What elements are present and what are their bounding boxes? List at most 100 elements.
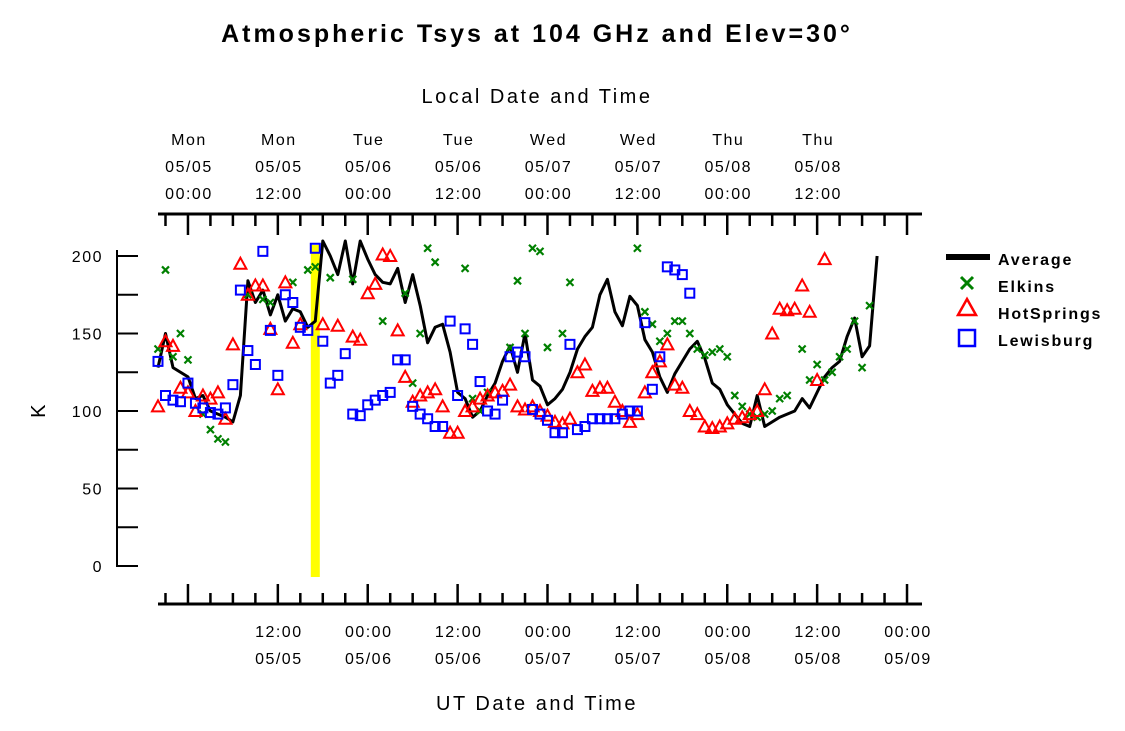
hotsprings-point	[562, 410, 578, 425]
lewisburg-point	[324, 377, 336, 389]
top-tick-date: 05/05	[255, 159, 303, 176]
lewisburg-point	[594, 413, 606, 425]
legend-hotsprings-swatch	[955, 296, 979, 317]
legend-lewisburg-label: Lewisburg	[998, 333, 1094, 350]
lewisburg-point	[174, 396, 186, 408]
top-tick-day: Thu	[802, 132, 834, 149]
elkins-point	[400, 288, 410, 298]
hotsprings-point	[352, 331, 368, 346]
hotsprings-point	[315, 316, 331, 331]
elkins-point	[513, 276, 522, 286]
elkins-point	[835, 352, 844, 362]
bottom-tick-time: 12:00	[435, 624, 483, 641]
lewisburg-point	[384, 386, 396, 398]
elkins-point	[670, 316, 680, 326]
elkins-point	[782, 391, 792, 400]
elkins-point	[183, 355, 193, 365]
hotsprings-point	[577, 356, 593, 371]
lewisburg-point	[474, 376, 486, 388]
elkins-point	[266, 298, 275, 307]
lewisburg-point	[549, 427, 561, 439]
bottom-tick-time: 12:00	[255, 624, 303, 641]
y-tick-label: 50	[82, 482, 103, 499]
elkins-point	[640, 307, 650, 317]
bottom-tick-date: 05/08	[794, 651, 842, 668]
bottom-tick-time: 00:00	[884, 624, 932, 641]
elkins-point	[423, 243, 432, 253]
top-tick-time: 00:00	[345, 186, 393, 203]
top-tick-day: Tue	[443, 132, 474, 149]
elkins-point	[415, 329, 425, 338]
elkins-point	[378, 316, 387, 326]
elkins-point	[685, 329, 695, 338]
lewisburg-point	[272, 369, 284, 381]
lewisburg-point	[601, 413, 613, 425]
elkins-point	[663, 329, 672, 338]
hotsprings-point	[569, 364, 586, 379]
elkins-point	[850, 316, 859, 326]
lewisburg-point	[564, 338, 576, 350]
legend: Average Elkins HotSprings Lewisburg	[946, 252, 1100, 350]
lewisburg-point	[467, 338, 479, 350]
elkins-point	[842, 344, 852, 354]
bottom-tick-date: 05/06	[435, 651, 483, 668]
hotsprings-point	[375, 246, 391, 261]
hotsprings-point	[434, 398, 451, 413]
elkins-point	[258, 295, 268, 304]
top-tick-time: 12:00	[255, 186, 303, 203]
hotsprings-point	[449, 424, 466, 439]
top-tick-date: 05/06	[345, 159, 393, 176]
lewisburg-point	[339, 348, 351, 360]
top-axis-label: Local Date and Time	[422, 86, 653, 108]
bottom-tick-time: 12:00	[794, 624, 842, 641]
hotsprings-point	[502, 376, 518, 391]
top-tick-time: 00:00	[525, 186, 573, 203]
elkins-point	[722, 352, 732, 362]
top-tick-day: Mon	[171, 132, 207, 149]
hotsprings-point	[674, 379, 690, 394]
hotsprings-point	[277, 274, 294, 289]
hotsprings-point	[644, 364, 661, 379]
hotsprings-point	[599, 379, 616, 394]
elkins-point	[520, 329, 530, 338]
top-tick-date: 05/07	[525, 159, 573, 176]
lewisburg-point	[437, 421, 449, 432]
hotsprings-point	[210, 384, 226, 399]
lewisburg-point	[654, 351, 666, 363]
lewisburg-point	[579, 421, 591, 432]
lewisburg-point	[571, 424, 583, 436]
lewisburg-point	[541, 414, 553, 426]
hotsprings-point	[442, 424, 458, 439]
elkins-point	[460, 264, 470, 273]
hotsprings-point	[232, 255, 249, 270]
bottom-tick-date: 05/07	[615, 651, 663, 668]
lewisburg-point	[219, 402, 231, 414]
lewisburg-point	[459, 323, 471, 335]
lewisburg-point	[242, 345, 254, 357]
elkins-point	[168, 352, 178, 362]
lewisburg-point	[392, 354, 404, 366]
elkins-point	[430, 257, 440, 267]
hotsprings-point	[255, 277, 271, 292]
elkins-point	[857, 363, 867, 372]
hotsprings-point	[622, 413, 638, 428]
hotsprings-point	[195, 387, 211, 402]
lewisburg-point	[452, 390, 464, 401]
hotsprings-point	[262, 320, 279, 335]
hotsprings-point	[367, 275, 383, 290]
lewisburg-point	[377, 390, 389, 401]
hotsprings-point	[150, 398, 166, 413]
lewisburg-point	[347, 408, 359, 420]
lewisburg-point	[204, 407, 216, 419]
lewisburg-point	[422, 413, 434, 425]
y-tick-label: 200	[72, 249, 103, 266]
top-tick-time: 00:00	[704, 186, 752, 203]
hotsprings-point	[667, 376, 683, 391]
lewisburg-point	[294, 321, 306, 333]
top-tick-date: 05/07	[615, 159, 663, 176]
lewisburg-point	[287, 297, 299, 308]
hotsprings-point	[637, 384, 653, 399]
hotsprings-point	[390, 322, 406, 337]
chart-title: Atmospheric Tsys at 104 GHz and Elev=30°	[221, 20, 853, 48]
elkins-point	[325, 273, 335, 282]
